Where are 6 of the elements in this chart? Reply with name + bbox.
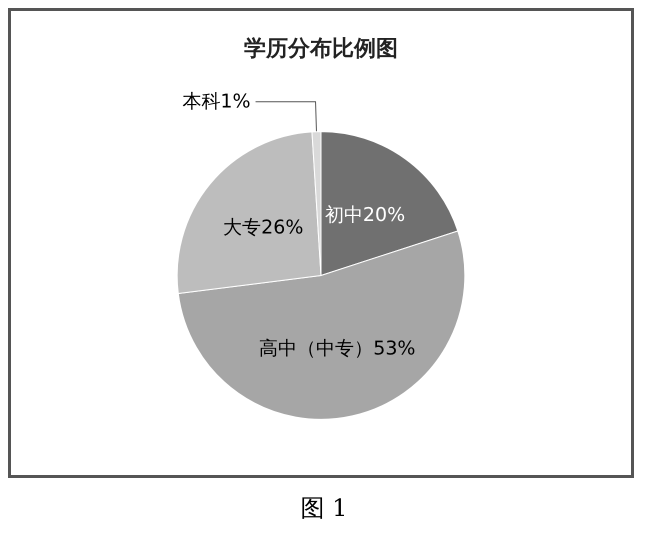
slice-label: 初中20%	[324, 204, 406, 226]
chart-title: 学历分布比例图	[244, 36, 398, 62]
slice-label: 本科1%	[182, 90, 251, 113]
slice-label: 大专26%	[223, 216, 304, 239]
slice-label: 高中（中专）53%	[259, 338, 416, 360]
caption: 图 1	[300, 493, 348, 524]
